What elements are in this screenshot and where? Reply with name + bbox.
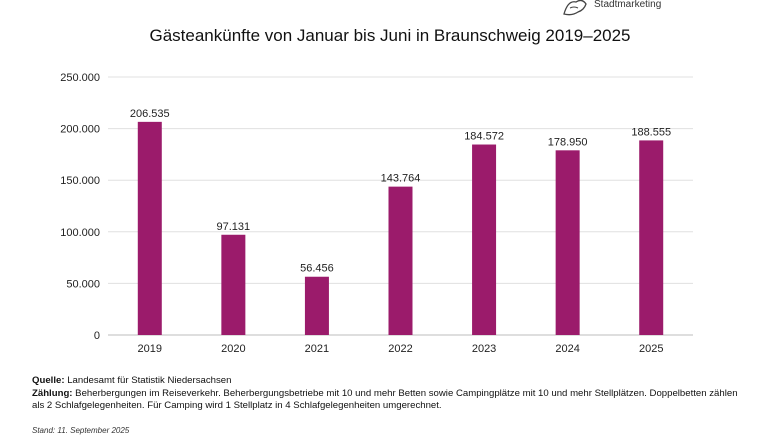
chart-title: Gästeankünfte von Januar bis Juni in Bra… xyxy=(149,26,631,45)
count-text: Beherbergungen im Reiseverkehr. Beherber… xyxy=(32,387,738,412)
count-label: Zählung: xyxy=(32,387,73,399)
bar xyxy=(639,140,664,335)
y-tick-label: 250.000 xyxy=(60,72,100,84)
bar xyxy=(388,186,413,335)
x-tick-label: 2021 xyxy=(305,343,329,355)
data-label: 188.555 xyxy=(631,126,671,138)
x-tick-label: 2023 xyxy=(472,343,496,355)
bar-chart: 0 50.000 100.000 150.000 200.000 250.000 206.5… xyxy=(60,72,693,355)
bar xyxy=(555,150,580,335)
x-tick-label: 2025 xyxy=(639,343,663,355)
data-label: 178.950 xyxy=(548,136,588,148)
y-tick-label: 100.000 xyxy=(60,227,100,239)
y-tick-label: 50.000 xyxy=(66,278,100,290)
count-line: Zählung: Beherbergungen im Reiseverkehr.… xyxy=(32,388,752,413)
data-label: 184.572 xyxy=(464,131,504,143)
y-tick-label: 200.000 xyxy=(60,124,100,136)
logo-subtitle: Stadtmarketing xyxy=(594,0,662,10)
x-tick-label: 2024 xyxy=(555,343,579,355)
data-label: 143.764 xyxy=(381,173,421,185)
stand-date: Stand: 11. September 2025 xyxy=(32,426,130,435)
source-line: Quelle: Landesamt für Statistik Niedersa… xyxy=(32,375,752,388)
lion-logo-icon xyxy=(563,0,587,16)
brand-logo: Stadtmarketing xyxy=(560,0,680,20)
bar xyxy=(304,276,329,335)
source-label: Quelle: xyxy=(32,375,65,386)
bar xyxy=(137,121,162,335)
data-label: 206.535 xyxy=(130,108,170,120)
x-tick-label: 2020 xyxy=(221,343,245,355)
y-tick-label: 150.000 xyxy=(60,175,100,187)
bar xyxy=(472,144,497,335)
source-text: Landesamt für Statistik Niedersachsen xyxy=(64,375,232,386)
x-tick-label: 2022 xyxy=(388,343,412,355)
y-tick-label: 0 xyxy=(94,330,100,342)
data-label: 97.131 xyxy=(217,221,251,233)
x-tick-label: 2019 xyxy=(138,343,162,355)
bar xyxy=(221,234,246,335)
data-label: 56.456 xyxy=(300,263,334,275)
chart-footer: Quelle: Landesamt für Statistik Niedersa… xyxy=(32,375,752,413)
